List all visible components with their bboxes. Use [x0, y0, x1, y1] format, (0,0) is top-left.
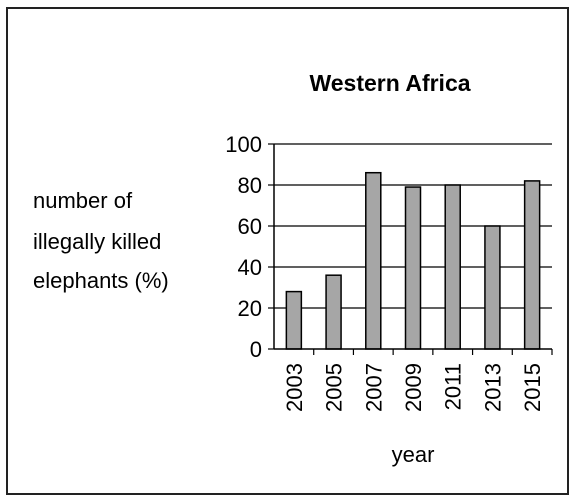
y-tick-label: 20	[238, 296, 262, 321]
x-tick-label: 2005	[322, 363, 347, 412]
chart-frame	[6, 7, 569, 495]
x-axis-label: year	[392, 442, 435, 467]
bar-2009	[404, 186, 422, 350]
y-tick-labels: 0 20 40 60 80 100	[225, 132, 262, 362]
x-tick-label: 2007	[361, 363, 386, 412]
y-tick-label: 40	[238, 255, 262, 280]
bar-2015	[523, 180, 541, 350]
x-tick-label: 2015	[520, 363, 545, 412]
y-axis-label-line-2: illegally killed	[33, 229, 162, 254]
bars	[285, 171, 541, 350]
x-tick-label: 2009	[401, 363, 426, 412]
x-tick-label: 2003	[282, 363, 307, 412]
bar-2005	[325, 274, 342, 350]
y-tick-label: 80	[238, 173, 262, 198]
x-tick-label: 2013	[480, 363, 505, 412]
chart-title: Western Africa	[309, 70, 470, 96]
axes	[268, 143, 553, 355]
bar-2013	[484, 225, 501, 350]
bar-2003	[285, 290, 303, 350]
x-tick-labels: 2003 2005 2007 2009 2011 2013 2015	[282, 363, 545, 412]
y-tick-label: 0	[250, 337, 262, 362]
y-tick-label: 60	[238, 214, 262, 239]
y-axis-label-line-1: number of	[33, 188, 133, 213]
bar-2007	[365, 171, 382, 350]
y-tick-label: 100	[225, 132, 262, 157]
bar-2011	[444, 184, 461, 350]
y-axis-label-line-3: elephants (%)	[33, 268, 169, 293]
x-tick-label: 2011	[441, 363, 466, 410]
